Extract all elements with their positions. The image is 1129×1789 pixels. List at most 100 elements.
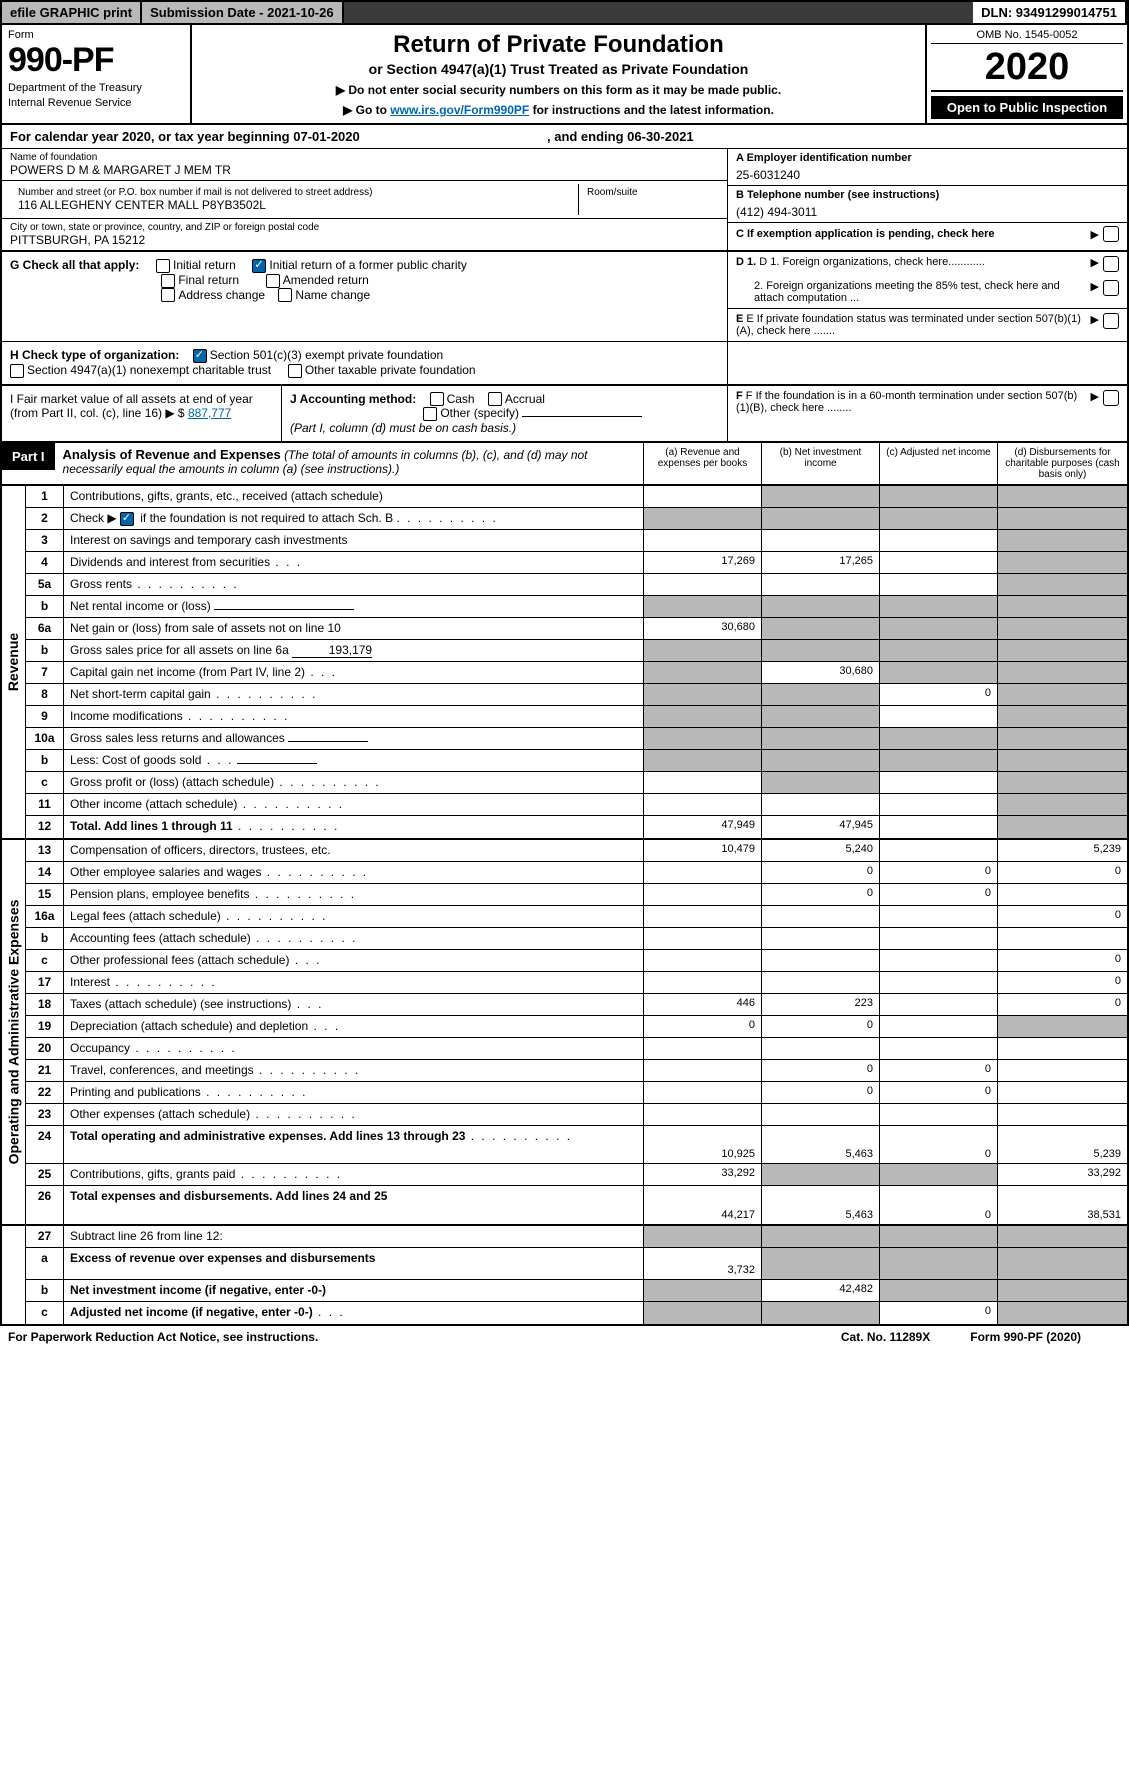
row-desc: Occupancy (64, 1038, 643, 1059)
d1-checkbox[interactable] (1103, 256, 1119, 272)
row-25: 25 Contributions, gifts, grants paid 33,… (26, 1164, 1127, 1186)
f-checkbox[interactable] (1103, 390, 1119, 406)
foundation-name-cell: Name of foundation POWERS D M & MARGARET… (2, 149, 727, 181)
cell-a: 17,269 (643, 552, 761, 573)
chk-addr-change[interactable] (161, 288, 175, 302)
part1-table: Revenue 1 Contributions, gifts, grants, … (0, 486, 1129, 1326)
part1-header: Part I Analysis of Revenue and Expenses … (0, 443, 1129, 486)
cell-b (761, 1248, 879, 1279)
cell-b (761, 1164, 879, 1185)
cell-c: 0 (879, 884, 997, 905)
chk-other-taxable[interactable] (288, 364, 302, 378)
row-desc: Net gain or (loss) from sale of assets n… (64, 618, 643, 639)
row-num: b (26, 640, 64, 661)
row-num: 6a (26, 618, 64, 639)
cell-a (643, 950, 761, 971)
chk-501c3[interactable] (193, 349, 207, 363)
chk-cash[interactable] (430, 392, 444, 406)
row-10a: 10a Gross sales less returns and allowan… (26, 728, 1127, 750)
chk-accrual[interactable] (488, 392, 502, 406)
submission-date: Submission Date - 2021-10-26 (142, 2, 344, 23)
part1-title-text: Analysis of Revenue and Expenses (63, 447, 281, 462)
chk-final[interactable] (161, 274, 175, 288)
row-num: 5a (26, 574, 64, 595)
row-10b: b Less: Cost of goods sold (26, 750, 1127, 772)
arrow-icon: ▶ (1091, 313, 1099, 326)
row-desc: Income modifications (64, 706, 643, 727)
room-cell: Room/suite (579, 184, 719, 215)
info-block: Name of foundation POWERS D M & MARGARET… (0, 149, 1129, 252)
row-10c: c Gross profit or (loss) (attach schedul… (26, 772, 1127, 794)
i-value[interactable]: 887,777 (188, 406, 231, 420)
cell-b: 17,265 (761, 552, 879, 573)
row-num: 14 (26, 862, 64, 883)
cell-d (997, 728, 1127, 749)
cell-a (643, 1038, 761, 1059)
chk-amended[interactable] (266, 274, 280, 288)
d2-checkbox[interactable] (1103, 280, 1119, 296)
row-desc: Gross profit or (loss) (attach schedule) (64, 772, 643, 793)
row-27-section: 27 Subtract line 26 from line 12: a Exce… (2, 1226, 1127, 1324)
cell-a (643, 530, 761, 551)
j-label: J Accounting method: (290, 392, 416, 406)
cell-b: 42,482 (761, 1280, 879, 1301)
cell-d (997, 486, 1127, 507)
part1-title: Analysis of Revenue and Expenses (The to… (55, 443, 643, 484)
chk-initial-former[interactable] (252, 259, 266, 273)
header-center: Return of Private Foundation or Section … (192, 25, 927, 123)
row-12: 12 Total. Add lines 1 through 11 47,949 … (26, 816, 1127, 838)
cell-b (761, 1104, 879, 1125)
row-desc: Net rental income or (loss) (64, 596, 643, 617)
expenses-side-label: Operating and Administrative Expenses (2, 840, 26, 1224)
cell-a: 33,292 (643, 1164, 761, 1185)
cell-b: 47,945 (761, 816, 879, 838)
row-desc: Total. Add lines 1 through 11 (64, 816, 643, 838)
cell-c (879, 750, 997, 771)
cell-a (643, 862, 761, 883)
row-1: 1 Contributions, gifts, grants, etc., re… (26, 486, 1127, 508)
cell-a (643, 1060, 761, 1081)
j-note: (Part I, column (d) must be on cash basi… (290, 421, 516, 435)
j-section: J Accounting method: Cash Accrual Other … (282, 386, 727, 442)
row-num: 2 (26, 508, 64, 529)
row-17: 17 Interest 0 (26, 972, 1127, 994)
cell-c (879, 772, 997, 793)
col-a-head: (a) Revenue and expenses per books (643, 443, 761, 484)
col-c-head: (c) Adjusted net income (879, 443, 997, 484)
chk-sch-b[interactable] (120, 512, 134, 526)
cell-b (761, 950, 879, 971)
e-checkbox[interactable] (1103, 313, 1119, 329)
cell-a (643, 794, 761, 815)
cell-a: 10,479 (643, 840, 761, 861)
top-bar: efile GRAPHIC print Submission Date - 20… (0, 0, 1129, 25)
cell-b (761, 972, 879, 993)
cell-c (879, 728, 997, 749)
row-num: 16a (26, 906, 64, 927)
chk-name-change[interactable] (278, 288, 292, 302)
irs-link[interactable]: www.irs.gov/Form990PF (390, 103, 529, 117)
tel-value: (412) 494-3011 (736, 205, 1119, 219)
cell-d (997, 772, 1127, 793)
chk-initial[interactable] (156, 259, 170, 273)
row-27a: a Excess of revenue over expenses and di… (26, 1248, 1127, 1280)
cell-b (761, 1302, 879, 1324)
cell-b (761, 1038, 879, 1059)
cell-a (643, 574, 761, 595)
chk-4947[interactable] (10, 364, 24, 378)
cell-d: 0 (997, 950, 1127, 971)
cell-b (761, 728, 879, 749)
cell-d: 5,239 (997, 840, 1127, 861)
cell-c (879, 1038, 997, 1059)
cell-d: 33,292 (997, 1164, 1127, 1185)
row-23: 23 Other expenses (attach schedule) (26, 1104, 1127, 1126)
form-subtitle: or Section 4947(a)(1) Trust Treated as P… (202, 61, 915, 77)
row-desc: Other employee salaries and wages (64, 862, 643, 883)
dept-irs: Internal Revenue Service (8, 97, 184, 110)
cell-b (761, 906, 879, 927)
chk-other-method[interactable] (423, 407, 437, 421)
cell-a (643, 1104, 761, 1125)
c-checkbox[interactable] (1103, 226, 1119, 242)
row-desc: Contributions, gifts, grants paid (64, 1164, 643, 1185)
row-16a: 16a Legal fees (attach schedule) 0 (26, 906, 1127, 928)
gross-sales-value: 193,179 (292, 643, 372, 658)
